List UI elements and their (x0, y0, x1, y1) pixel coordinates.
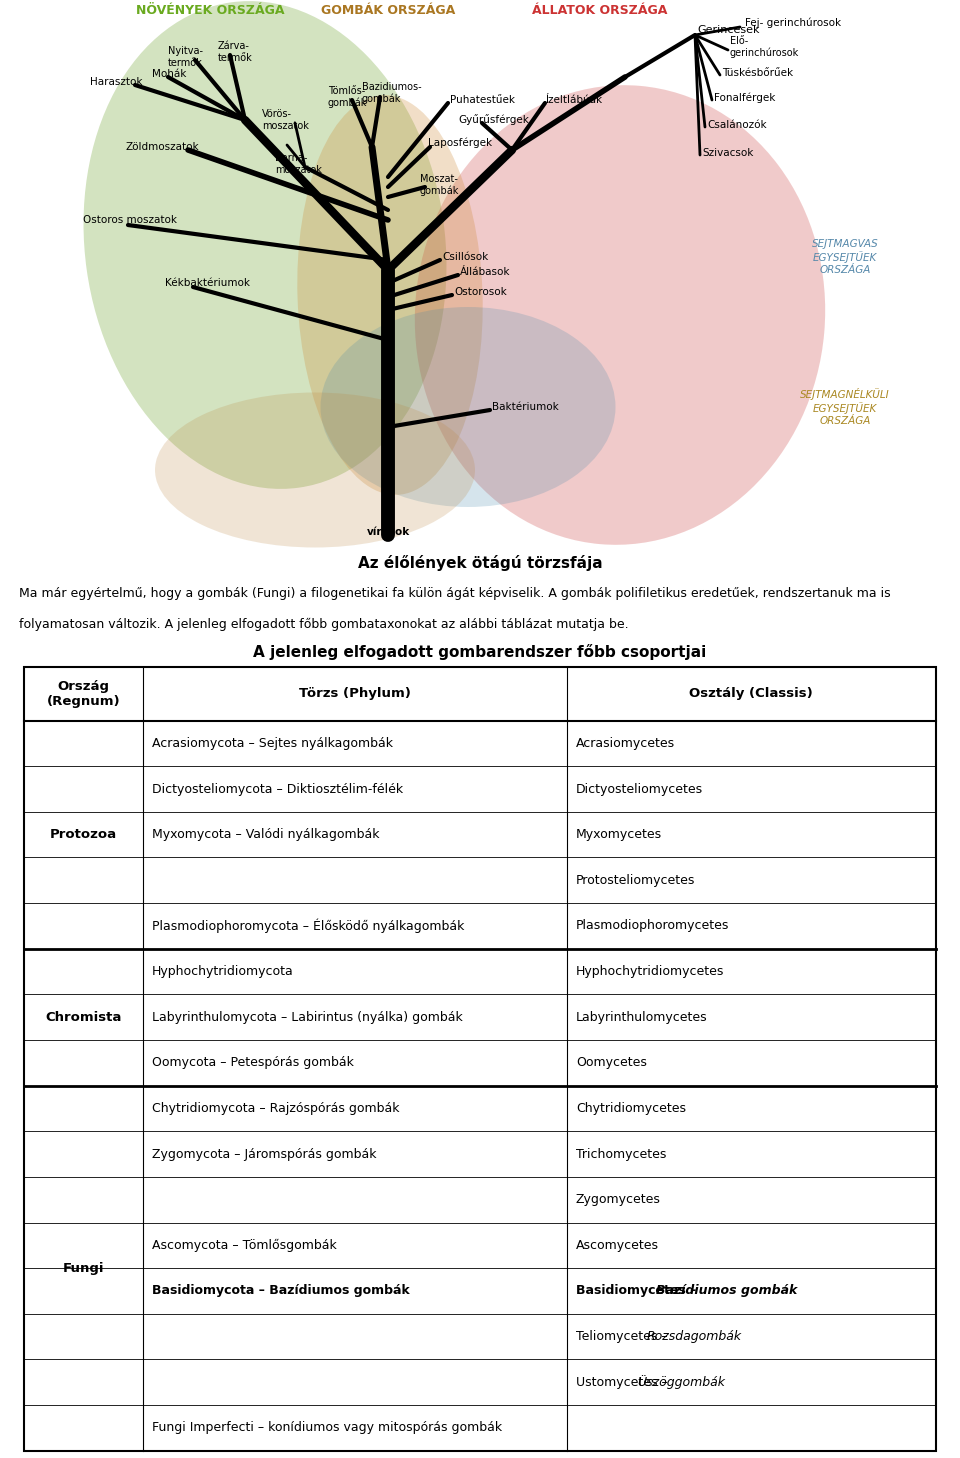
Text: Dictyosteliomycetes: Dictyosteliomycetes (576, 783, 703, 796)
Text: Myxomycota – Valódi nyálkagombák: Myxomycota – Valódi nyálkagombák (152, 828, 379, 841)
Text: Rozsdagombák: Rozsdagombák (646, 1330, 741, 1343)
Text: Tömlős-
gombák: Tömlős- gombák (328, 86, 368, 108)
Text: Fej- gerinchúrosok: Fej- gerinchúrosok (745, 17, 841, 28)
Text: Ustomycetes –: Ustomycetes – (576, 1376, 667, 1389)
Text: Az élőlények ötágú törzsfája: Az élőlények ötágú törzsfája (358, 555, 602, 572)
Text: Myxomycetes: Myxomycetes (576, 828, 661, 841)
Ellipse shape (84, 1, 446, 488)
Text: Állábasok: Állábasok (460, 267, 511, 277)
Text: Szivacsok: Szivacsok (702, 149, 754, 157)
Text: Mohák: Mohák (152, 69, 186, 79)
Text: Basidiomycota – Bazídiumos gombák: Basidiomycota – Bazídiumos gombák (152, 1284, 409, 1298)
Text: Bazídiumos gombák: Bazídiumos gombák (656, 1284, 797, 1298)
Text: Puhatestűek: Puhatestűek (450, 95, 515, 105)
Text: GOMBÁK ORSZÁGA: GOMBÁK ORSZÁGA (321, 4, 455, 17)
Ellipse shape (155, 392, 475, 548)
Text: Hyphochytridiomycota: Hyphochytridiomycota (152, 965, 294, 978)
Text: Teliomycetes –: Teliomycetes – (576, 1330, 671, 1343)
Text: Elő-
gerinchúrosok: Elő- gerinchúrosok (730, 36, 800, 58)
Text: Nyitva-
termők: Nyitva- termők (168, 47, 203, 69)
Text: Hyphochytridiomycetes: Hyphochytridiomycetes (576, 965, 724, 978)
Text: Üszöggombák: Üszöggombák (636, 1375, 725, 1389)
Text: Chromista: Chromista (45, 1010, 122, 1024)
Text: Vörös-
moszatok: Vörös- moszatok (262, 109, 309, 131)
Text: ÁLLATOK ORSZÁGA: ÁLLATOK ORSZÁGA (532, 4, 668, 17)
Text: Kékbaktériumok: Kékbaktériumok (165, 278, 250, 289)
Text: Baktériumok: Baktériumok (492, 402, 559, 413)
Text: Bazidiumos-
gombák: Bazidiumos- gombák (362, 82, 421, 104)
Text: Protosteliomycetes: Protosteliomycetes (576, 873, 695, 886)
Text: Gerincesek: Gerincesek (697, 25, 759, 35)
Text: Dictyosteliomycota – Diktiosztélim-félék: Dictyosteliomycota – Diktiosztélim-félék (152, 783, 403, 796)
Text: NÖVÉNYEK ORSZÁGA: NÖVÉNYEK ORSZÁGA (135, 4, 284, 17)
Text: Moszat-
gombák: Moszat- gombák (420, 174, 460, 195)
Text: Ízeltlábúak: Ízeltlábúak (545, 95, 602, 105)
Ellipse shape (321, 308, 615, 507)
Text: Ascomycota – Tömlősgombák: Ascomycota – Tömlősgombák (152, 1239, 336, 1252)
Text: Plasmodiophoromycetes: Plasmodiophoromycetes (576, 920, 730, 933)
Text: SEJTMAGNÉLKÜLI
EGYSEJTŰEK
ORSZÁGA: SEJTMAGNÉLKÜLI EGYSEJTŰEK ORSZÁGA (801, 388, 890, 426)
Text: SEJTMAGVAS
EGYSEJTŰEK
ORSZÁGA: SEJTMAGVAS EGYSEJTŰEK ORSZÁGA (811, 239, 878, 274)
Text: Zygomycota – Járomspórás gombák: Zygomycota – Járomspórás gombák (152, 1147, 376, 1161)
Text: Barna-
moszatok: Barna- moszatok (275, 153, 322, 175)
Text: Zöldmoszatok: Zöldmoszatok (125, 141, 199, 152)
Text: Ma már egyértelmű, hogy a gombák (Fungi) a filogenetikai fa külön ágát képviseli: Ma már egyértelmű, hogy a gombák (Fungi)… (19, 586, 891, 599)
Text: Zygomycetes: Zygomycetes (576, 1193, 660, 1206)
Text: Gyűrűsférgek: Gyűrűsférgek (458, 115, 529, 125)
Text: Fungi: Fungi (62, 1261, 104, 1274)
Ellipse shape (415, 85, 826, 545)
Text: Trichomycetes: Trichomycetes (576, 1147, 666, 1161)
Text: Plasmodiophoromycota – Élősködő nyálkagombák: Plasmodiophoromycota – Élősködő nyálkago… (152, 919, 464, 933)
Text: A jelenleg elfogadott gombarendszer főbb csoportjai: A jelenleg elfogadott gombarendszer főbb… (253, 644, 707, 660)
Text: Laposférgek: Laposférgek (428, 137, 492, 149)
Text: Fungi Imperfecti – konídiumos vagy mitospórás gombák: Fungi Imperfecti – konídiumos vagy mitos… (152, 1422, 502, 1435)
Text: Labyrinthulomycota – Labirintus (nyálka) gombák: Labyrinthulomycota – Labirintus (nyálka)… (152, 1010, 463, 1024)
Text: folyamatosan változik. A jelenleg elfogadott főbb gombataxonokat az alábbi táblá: folyamatosan változik. A jelenleg elfoga… (19, 618, 629, 631)
Text: Acrasiomycota – Sejtes nyálkagombák: Acrasiomycota – Sejtes nyálkagombák (152, 736, 393, 749)
Text: Zárva-
termők: Zárva- termők (218, 41, 252, 63)
Text: Acrasiomycetes: Acrasiomycetes (576, 736, 675, 749)
Text: Ostoros moszatok: Ostoros moszatok (83, 214, 177, 225)
Text: Ostorosok: Ostorosok (454, 287, 507, 297)
Text: Basidiomycetes –: Basidiomycetes – (576, 1284, 701, 1298)
Text: Oomycetes: Oomycetes (576, 1056, 647, 1069)
Text: Fonalférgek: Fonalférgek (714, 93, 776, 104)
Ellipse shape (298, 95, 483, 494)
Text: Törzs (Phylum): Törzs (Phylum) (299, 687, 411, 700)
Text: Protozoa: Protozoa (50, 828, 117, 841)
Text: Osztály (Classis): Osztály (Classis) (689, 687, 813, 700)
Text: Ország
(Regnum): Ország (Regnum) (46, 679, 120, 709)
Text: Oomycota – Petespórás gombák: Oomycota – Petespórás gombák (152, 1056, 353, 1069)
Text: Ascomycetes: Ascomycetes (576, 1239, 659, 1252)
Text: Labyrinthulomycetes: Labyrinthulomycetes (576, 1010, 708, 1024)
Text: Csillósok: Csillósok (442, 252, 489, 262)
Text: Csalánozók: Csalánozók (707, 120, 767, 130)
Text: Tüskésbőrűek: Tüskésbőrűek (722, 69, 793, 77)
Text: vírusok: vírusok (367, 526, 410, 537)
Text: Harasztok: Harasztok (90, 77, 142, 87)
Text: Chytridiomycetes: Chytridiomycetes (576, 1102, 685, 1115)
Text: Chytridiomycota – Rajzóspórás gombák: Chytridiomycota – Rajzóspórás gombák (152, 1102, 399, 1115)
